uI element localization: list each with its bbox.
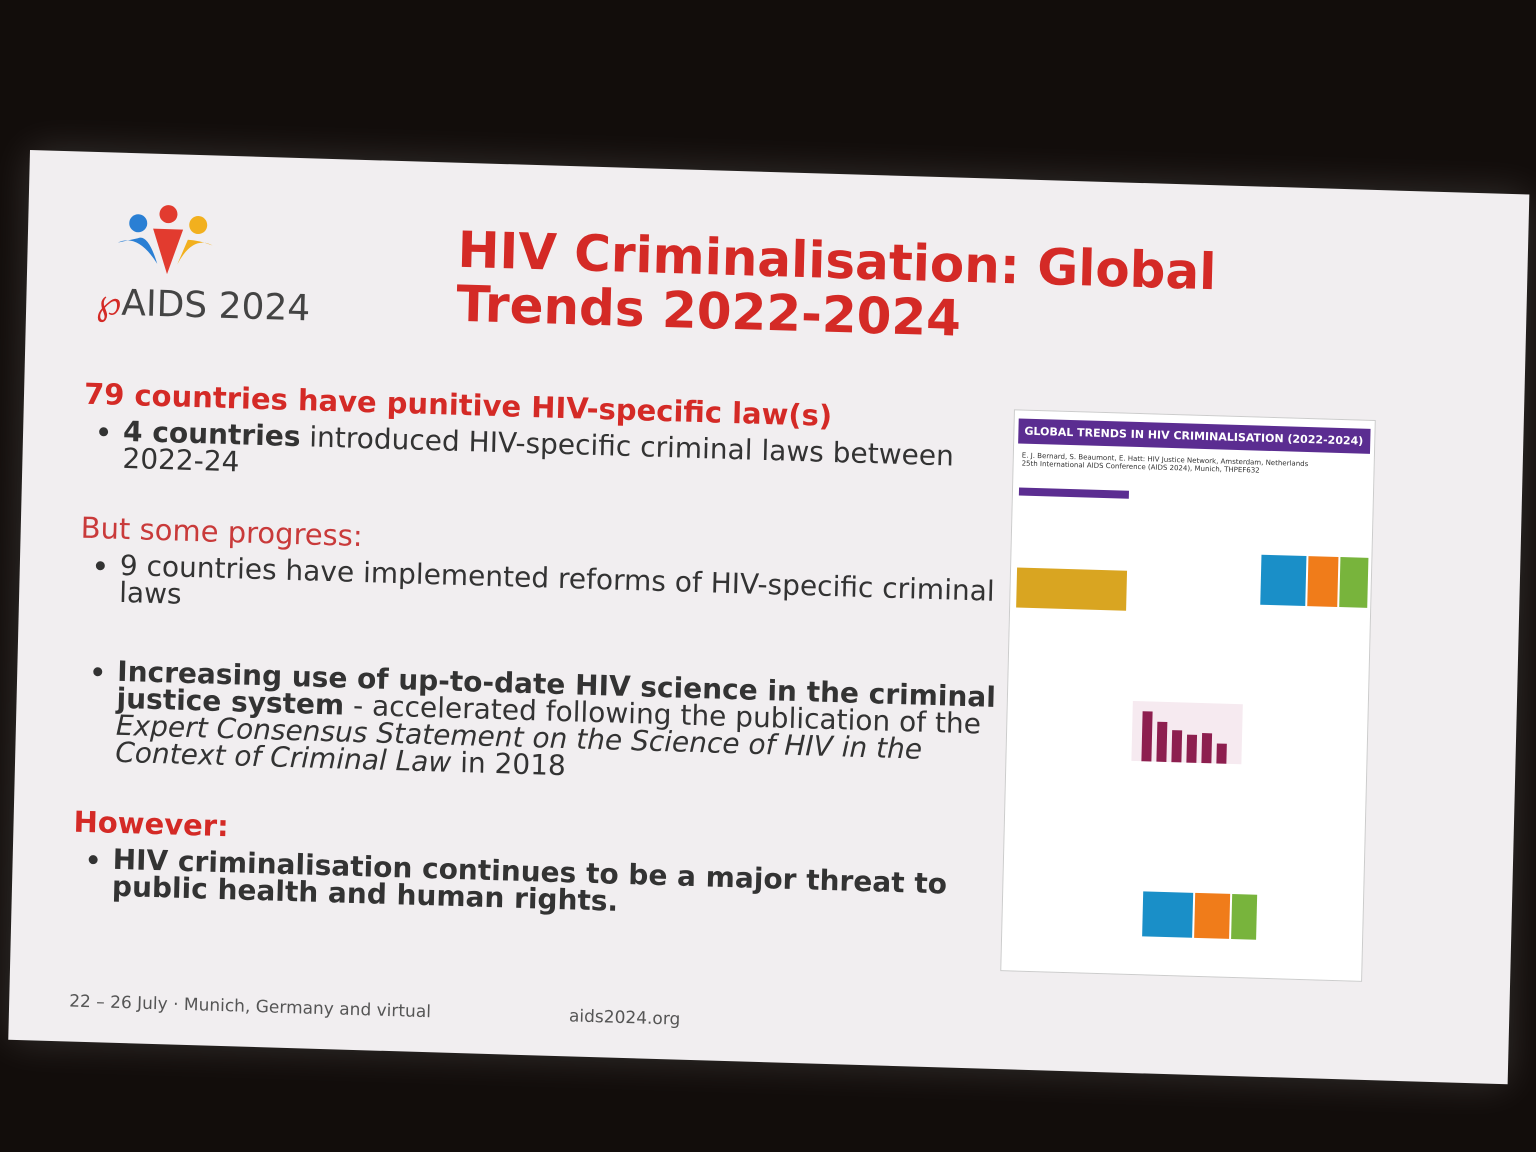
footer-url: aids2024.org [568,1006,681,1030]
poster-thumbnail: GLOBAL TRENDS IN HIV CRIMINALISATION (20… [1000,409,1376,982]
poster-title: GLOBAL TRENDS IN HIV CRIMINALISATION (20… [1018,418,1371,454]
slide-title: HIV Criminalisation: Global Trends 2022-… [455,220,1218,348]
footer-dates: 22 – 26 July · Munich, Germany and virtu… [68,991,432,1023]
slide: ℘AIDS 2024 HIV Criminalisation: Global T… [8,150,1530,1085]
bullet: Increasing use of up-to-date HIV science… [115,655,997,792]
content: 79 countries have punitive HIV-specific … [72,377,1005,932]
logo-figures [117,205,213,275]
poster-layout [1016,487,1369,940]
logo-text: ℘AIDS 2024 [95,282,311,330]
